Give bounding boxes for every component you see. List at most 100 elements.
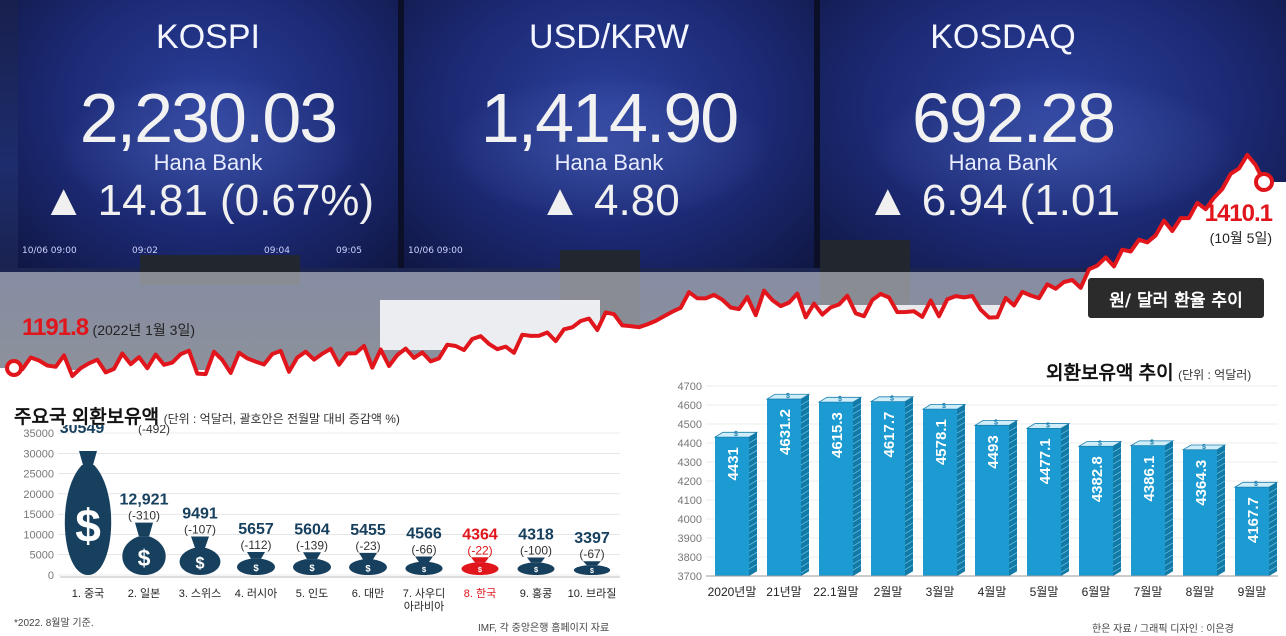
dollar-bill-icon: $	[1254, 481, 1258, 488]
dollar-bill-bar: $	[921, 403, 967, 576]
fx-end-point	[1254, 172, 1274, 192]
right-y-tick: 4400	[678, 438, 702, 450]
left-category-label: 4. 러시아	[235, 587, 278, 600]
right-y-tick: 3800	[678, 552, 702, 564]
dollar-bill-icon: $	[1046, 422, 1050, 429]
dollar-sign-icon: $	[309, 563, 315, 574]
money-bag-bar: $	[64, 451, 112, 575]
major-country-reserves-chart: 35000 30000 25000 20000 15000 10000 5000 0 $3054…	[23, 425, 620, 613]
right-category-label: 2020년말	[708, 585, 757, 599]
kospi-value: 2,230.03	[79, 79, 338, 157]
money-bag-bar: $	[293, 552, 331, 575]
dollar-sign-icon: $	[138, 545, 151, 571]
world-map-background	[866, 75, 1240, 223]
kosdaq-screen: KOSDAQ 692.28 Hana Bank ▲ 6.94 (1.01	[820, 0, 1286, 268]
dollar-sign-icon: $	[75, 500, 101, 552]
right-value-label: 4167.7	[1245, 497, 1262, 543]
money-bag-bar: $	[461, 557, 499, 575]
dollar-bill-bar: $	[1233, 481, 1279, 576]
right-category-label: 3월말	[926, 585, 955, 599]
left-category-label: 5. 인도	[296, 587, 328, 600]
left-chart-title: 주요국 외환보유액	[14, 407, 160, 428]
kosdaq-value: 692.28	[911, 79, 1116, 157]
fx-end-label: 1410.1 (10월 5일)	[1205, 200, 1273, 248]
dollar-bill-icon: $	[1202, 444, 1206, 451]
right-category-label: 8월말	[1186, 585, 1215, 599]
left-y-tick: 0	[48, 570, 54, 582]
usdkrw-value: 1,414.90	[480, 79, 739, 157]
left-change-label: (-139)	[296, 538, 328, 552]
dollar-bill-bar: $	[1181, 444, 1227, 576]
kospi-change: ▲ 14.81 (0.67%)	[41, 176, 375, 225]
money-bag-bar: $	[405, 556, 443, 575]
money-bag-bar: $	[517, 557, 555, 575]
left-chart-title-block: 주요국 외환보유액 (단위 : 억달러, 괄호안은 전월말 대비 증감액 %)	[14, 402, 400, 429]
right-category-label: 6월말	[1082, 585, 1111, 599]
right-category-label: 5월말	[1030, 585, 1059, 599]
left-chart-subtitle: (단위 : 억달러, 괄호안은 전월말 대비 증감액 %)	[163, 412, 400, 426]
left-category-label: 3. 스위스	[179, 587, 222, 600]
left-source: IMF, 각 중앙은행 홈페이지 자료	[478, 623, 610, 634]
left-y-tick: 30000	[23, 448, 54, 460]
dollar-bill-icon: $	[890, 396, 894, 403]
right-category-label: 7월말	[1134, 585, 1163, 599]
fx-start-label: 1191.8 (2022년 1월 3일)	[22, 314, 195, 342]
left-category-label: 6. 대만	[352, 587, 384, 600]
right-value-label: 4493	[985, 435, 1002, 468]
left-value-label: 4364	[462, 526, 498, 543]
dollar-bill-icon: $	[1098, 440, 1102, 447]
left-change-label: (-112)	[240, 538, 271, 552]
right-value-label: 4617.7	[881, 412, 898, 458]
money-bag-bar: $	[349, 552, 387, 575]
right-source: 한은 자료 / 그래픽 디자인 : 이은경	[1092, 624, 1234, 635]
left-change-label: (-100)	[520, 543, 552, 557]
left-value-label: 9491	[182, 505, 218, 522]
korea-reserves-trend-chart: 4700 4600 4500 4400 4300 4200 4100 4000 3900 3800…	[678, 381, 1279, 599]
dollar-bill-icon: $	[994, 419, 998, 426]
dollar-bill-bar: $	[817, 396, 863, 576]
right-category-label: 21년말	[766, 585, 801, 599]
right-value-label: 4386.1	[1141, 456, 1158, 502]
left-value-label: 3397	[574, 530, 610, 547]
right-category-label: 4월말	[978, 585, 1007, 599]
right-chart-title-block: 외환보유액 추이 (단위 : 억달러)	[1046, 358, 1251, 385]
usdkrw-change: ▲ 4.80	[538, 176, 680, 225]
usdkrw-bank-logo: Hana Bank	[554, 150, 664, 175]
right-y-tick: 4600	[678, 400, 702, 412]
dollar-sign-icon: $	[590, 568, 594, 575]
usdkrw-screen: USD/KRW 1,414.90 Hana Bank ▲ 4.80 10/06 …	[404, 0, 820, 268]
right-y-tick: 4300	[678, 457, 702, 469]
usdkrw-title: USD/KRW	[529, 18, 689, 56]
right-y-tick: 4000	[678, 514, 702, 526]
dollar-bill-bar: $	[1129, 440, 1175, 576]
dollar-bill-bar: $	[973, 419, 1019, 576]
left-category-label: 9. 홍콩	[520, 586, 552, 600]
left-value-label: 4566	[406, 525, 442, 542]
left-change-label: (-66)	[411, 542, 436, 556]
left-y-tick: 35000	[23, 428, 54, 440]
left-category-label: 7. 사우디	[403, 587, 446, 600]
dollar-sign-icon: $	[253, 563, 259, 574]
right-value-label: 4615.3	[829, 412, 846, 458]
fx-rate-line	[13, 152, 1266, 378]
left-change-label: (-310)	[128, 509, 160, 523]
left-y-tick: 15000	[23, 509, 54, 521]
fx-start-date: (2022년 1월 3일)	[92, 322, 196, 338]
right-category-label: 22.1월말	[813, 585, 858, 599]
kospi-title: KOSPI	[156, 18, 260, 56]
money-bag-bar: $	[122, 522, 166, 575]
dollar-bill-bar: $	[765, 393, 811, 576]
right-y-tick: 4500	[678, 419, 702, 431]
right-value-label: 4477.1	[1037, 438, 1054, 484]
right-category-label: 2월말	[874, 585, 903, 599]
left-category-label: 2. 일본	[128, 586, 160, 600]
left-value-label: 30549	[60, 425, 105, 437]
kosdaq-change: ▲ 6.94 (1.01	[866, 176, 1120, 225]
right-value-label: 4364.3	[1193, 460, 1210, 506]
left-change-label: (-23)	[355, 539, 380, 553]
left-category-label: 10. 브라질	[568, 587, 617, 600]
dollar-sign-icon: $	[478, 565, 483, 574]
left-change-label: (-22)	[467, 543, 492, 557]
kosdaq-title: KOSDAQ	[930, 18, 1076, 56]
dollar-bill-bar: $	[1077, 440, 1123, 576]
